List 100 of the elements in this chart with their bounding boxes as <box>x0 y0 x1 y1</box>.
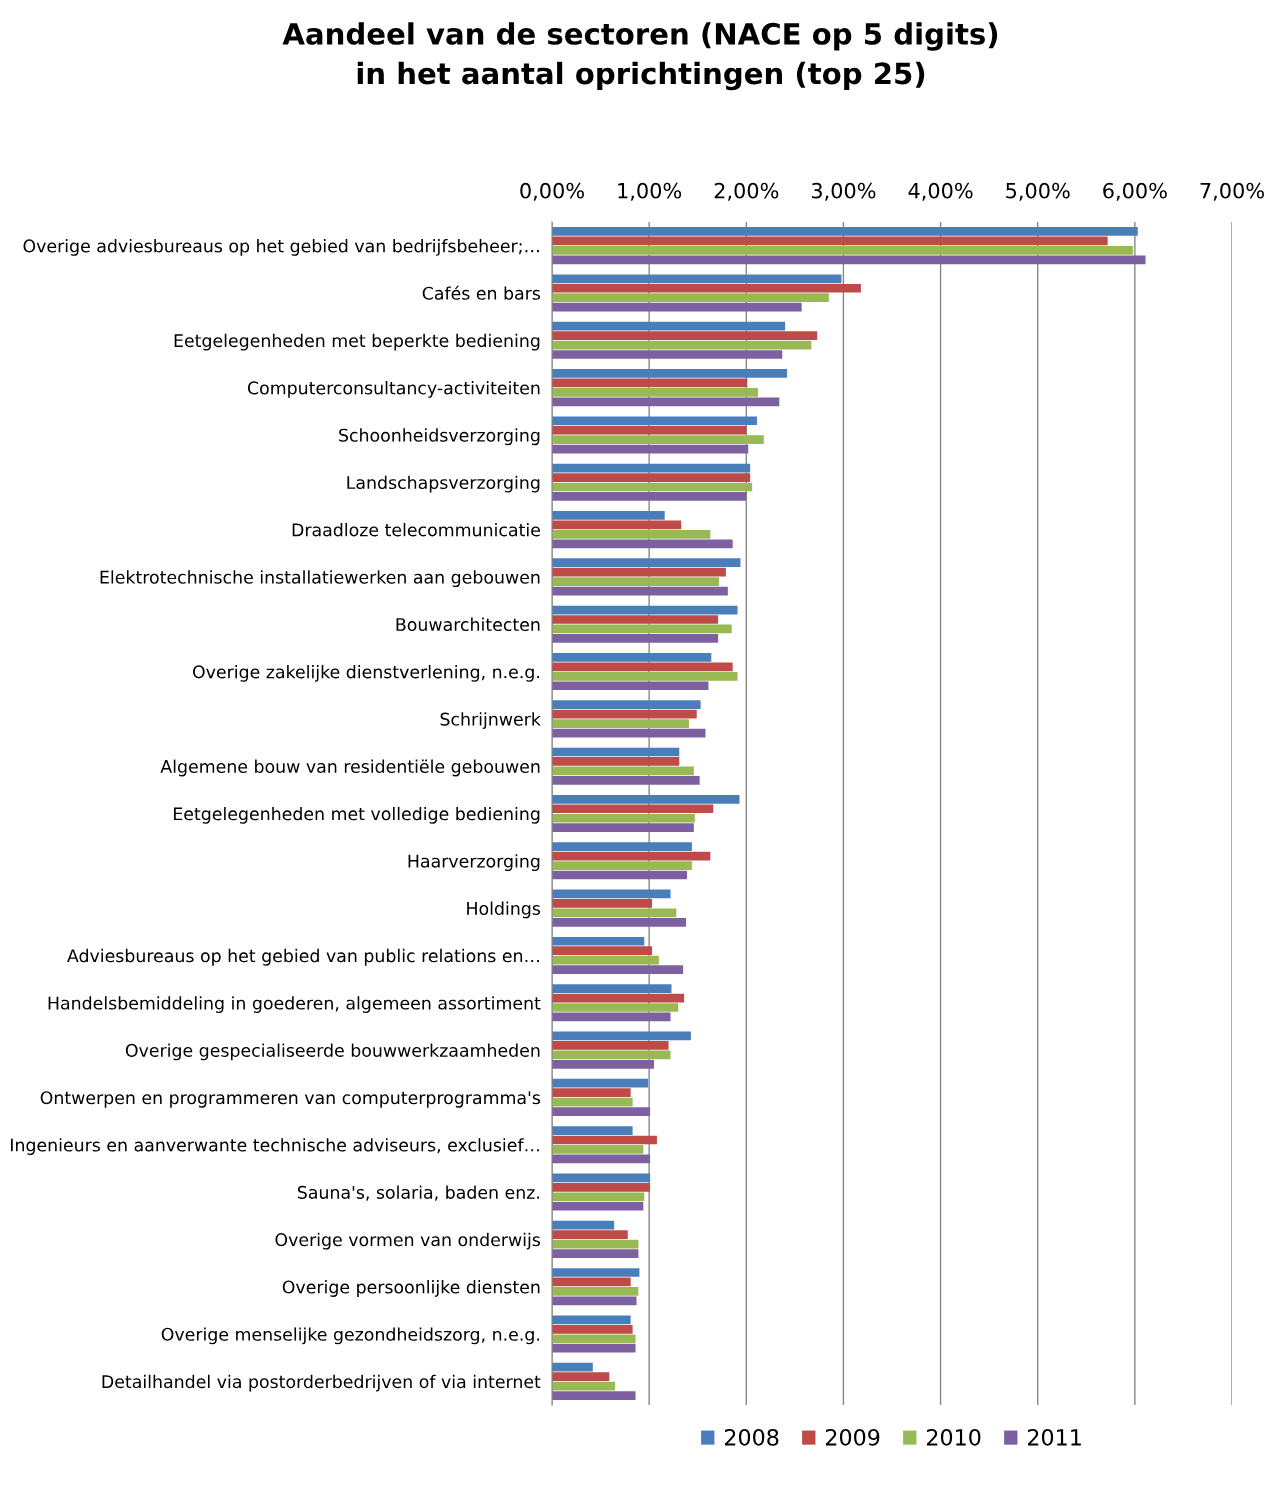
bar <box>552 1220 615 1230</box>
bar <box>552 416 757 426</box>
y-tick-label: Schoonheidsverzorging <box>339 428 540 446</box>
bar <box>552 529 711 539</box>
bar <box>552 1277 631 1287</box>
bar <box>552 671 738 681</box>
y-tick-label: Adviesbureaus op het gebied van public relations en… <box>67 948 539 966</box>
bar <box>552 463 751 473</box>
x-tick-label: 4,00% <box>908 182 973 201</box>
x-tick-label: 6,00% <box>1103 182 1167 201</box>
bar <box>552 378 748 388</box>
bar <box>552 1296 637 1306</box>
bar <box>552 293 829 303</box>
bar <box>552 1059 654 1069</box>
bar <box>552 246 1133 255</box>
bar <box>552 1334 636 1344</box>
y-tick-label: Overige gespecialiseerde bouwwerkzaamheden <box>125 1043 540 1061</box>
bar <box>552 776 700 785</box>
x-tick-label: 2,00% <box>714 182 779 201</box>
legend-label: 2008 <box>724 1428 779 1446</box>
y-tick-label: Elektrotechnische installatiewerken aan gebouwen <box>100 570 540 588</box>
bar <box>552 520 682 530</box>
bar <box>552 794 740 804</box>
bar <box>552 302 802 312</box>
bar <box>552 908 677 918</box>
bar <box>552 473 751 482</box>
bar <box>552 804 714 814</box>
bar <box>552 1050 671 1060</box>
bar <box>552 842 692 851</box>
bar <box>552 1201 644 1211</box>
y-tick-label: Cafés en bars <box>422 285 541 300</box>
bar <box>552 321 786 331</box>
bar <box>552 1324 633 1334</box>
bar <box>552 917 687 927</box>
y-tick-label: Algemene bouw van residentiële gebouwen <box>160 759 540 777</box>
bar <box>552 1078 649 1088</box>
bar <box>552 1381 616 1391</box>
y-tick-label: Overige zakelijke dienstverlening, n.e.g. <box>192 664 540 682</box>
bar <box>552 889 671 899</box>
y-tick-label: Computerconsultancy-activiteiten <box>247 381 540 398</box>
bar <box>552 766 694 776</box>
bar <box>552 397 780 407</box>
bar <box>552 1154 651 1164</box>
bar <box>552 1268 640 1277</box>
bar <box>552 274 842 284</box>
y-tick-label: Detailhandel via postorderbedrijven of via internet <box>102 1374 541 1392</box>
bar <box>552 482 753 492</box>
bar <box>552 813 695 823</box>
bar <box>552 350 783 359</box>
bar <box>552 1287 639 1296</box>
y-tick-label: Overige persoonlijke diensten <box>282 1280 540 1297</box>
y-tick-label: Landschapsverzorging <box>347 475 540 493</box>
bar <box>552 719 689 728</box>
bar <box>552 747 680 757</box>
bar <box>552 1182 651 1192</box>
y-tick-label: Eetgelegenheden met beperkte bediening <box>174 333 540 351</box>
bar <box>552 283 861 293</box>
bar <box>552 340 812 350</box>
bar <box>552 1249 639 1258</box>
y-tick-label: Bouwarchitecten <box>396 617 540 632</box>
y-tick-label: Draadloze telecommunicatie <box>292 522 540 537</box>
y-tick-label: Sauna's, solaria, baden enz. <box>297 1185 540 1201</box>
bar <box>552 1192 645 1202</box>
bar <box>552 577 720 586</box>
legend-label: 2010 <box>926 1428 981 1446</box>
bar <box>552 965 684 975</box>
bar <box>552 1145 644 1154</box>
bar <box>552 492 747 501</box>
bar <box>552 984 672 993</box>
bar <box>552 861 692 870</box>
bar <box>552 1135 657 1145</box>
bar <box>552 425 747 435</box>
bar <box>552 728 706 738</box>
legend-label: 2009 <box>825 1428 880 1446</box>
y-tick-label: Ontwerpen en programmeren van computerprogramma's <box>40 1091 541 1108</box>
bar <box>552 1097 633 1107</box>
bar <box>552 1041 669 1050</box>
x-tick-label: 5,00% <box>1006 182 1070 201</box>
bar <box>552 586 728 596</box>
y-tick-label: Handelsbemiddeling in goederen, algemeen assortiment <box>48 996 541 1013</box>
x-tick-label: 3,00% <box>811 182 876 201</box>
y-tick-label: Haarverzorging <box>408 854 540 872</box>
bar <box>552 823 694 833</box>
y-tick-label: Schrijnwerk <box>440 712 541 730</box>
y-tick-label: Eetgelegenheden met volledige bediening <box>174 806 540 824</box>
bar <box>552 539 733 549</box>
bar <box>552 993 685 1003</box>
bar <box>552 615 719 624</box>
chart-title: Aandeel van de sectoren (NACE op 5 digits) in het aantal oprichtingen (top 25) <box>282 22 998 91</box>
bar <box>552 851 711 861</box>
y-tick-label: Overige adviesbureaus op het gebied van bedrijfsbeheer;… <box>23 239 539 256</box>
bar <box>552 1230 628 1239</box>
bar <box>552 1391 636 1400</box>
bar <box>552 227 1138 236</box>
x-tick-label: 0,00% <box>520 182 584 201</box>
bar <box>552 369 788 378</box>
bar <box>552 511 665 520</box>
y-tick-label: Overige menselijke gezondheidszorg, n.e.g. <box>161 1327 540 1345</box>
bar <box>552 1239 639 1249</box>
x-tick-label: 7,00% <box>1200 182 1264 201</box>
